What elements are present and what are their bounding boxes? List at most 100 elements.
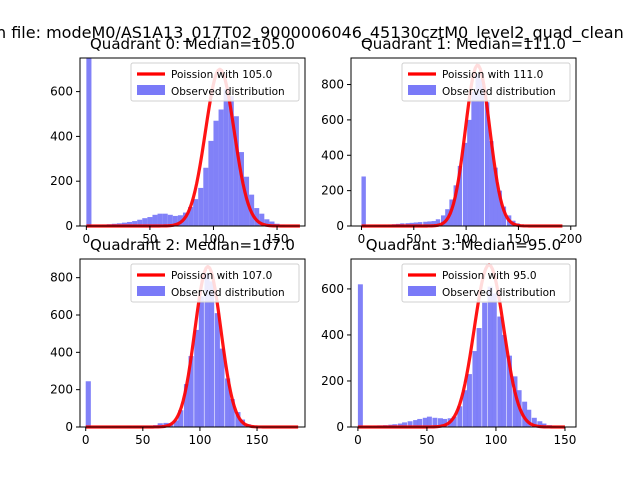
y-tick-label: 800 [321,78,344,92]
histogram-bar [435,219,441,226]
histogram-bar [512,376,518,427]
histogram-bar [453,185,458,226]
histogram-bar [172,215,178,226]
histogram-bar [228,96,234,226]
histogram-bar [417,418,423,427]
quadrant-2-panel: 0 50 100 150 0 200 400 600 800 Quadrant 2: Median… [50,236,306,447]
legend-box [401,263,571,303]
quadrant-title: Quadrant 0: Median=105.0 [90,35,295,53]
histogram-bar [467,119,472,226]
y-tick-label: 400 [50,129,73,143]
histogram-bar [259,213,265,226]
histogram-bar [178,410,184,427]
histogram-bar [397,423,403,427]
legend-hist-label: Observed distribution [442,86,556,98]
y-tick-label: 400 [321,328,344,342]
x-tick-label: 150 [507,232,530,246]
histogram-bar [219,348,225,427]
histogram-bar [218,109,224,226]
legend: Poission with 95.0 Observed distribution [401,263,571,303]
y-tick-label: 800 [50,271,73,285]
y-tick-label: 200 [50,383,73,397]
legend-hist-label: Observed distribution [442,287,556,299]
histogram-bar [132,221,138,226]
histogram-bar [203,167,209,226]
x-tick-label: 100 [188,433,211,447]
y-tick-label: 200 [321,374,344,388]
histogram-bar [264,219,270,226]
histogram-bar [407,421,413,427]
histogram-bar [413,222,419,226]
histogram-bar [537,421,543,427]
y-tick-label: 0 [65,420,73,434]
x-tick-label: 0 [82,433,90,447]
histogram-bar [127,221,133,226]
histogram-bar [204,273,210,427]
histogram-bar [476,328,482,427]
histogram-bar [85,381,91,427]
histogram-bar [193,199,199,226]
y-tick-label: 600 [50,308,73,322]
legend-hist-swatch [408,286,436,296]
x-tick-label: 50 [142,232,157,246]
histogram-bar [86,58,92,226]
histogram-bar [422,417,428,427]
histogram-bar [501,206,507,226]
y-tick-label: 0 [336,420,344,434]
y-tick-label: 600 [50,85,73,99]
y-tick-label: 400 [50,345,73,359]
legend-curve-label: Poission with 95.0 [442,270,537,282]
y-tick-label: 600 [321,113,344,127]
histogram-bar [491,293,497,427]
histogram-bar [167,214,173,226]
legend-hist-swatch [137,286,165,296]
histogram-bar [441,215,446,226]
x-tick-label: 150 [266,232,289,246]
histogram-bar [194,329,200,427]
legend-hist-label: Observed distribution [171,287,285,299]
legend-box [401,62,571,102]
legend: Poission with 105.0 Observed distribution [130,62,300,102]
histogram-bar [472,351,478,427]
histogram-bar [417,222,423,226]
histogram-bar [489,141,494,226]
axes-frame [79,57,306,227]
histogram-bar [223,89,229,226]
axes-frame [79,258,306,428]
histogram-bar [426,416,432,427]
legend-hist-label: Observed distribution [171,86,285,98]
x-tick-label: 50 [419,433,434,447]
legend-hist-swatch [137,85,165,95]
histogram-bar [121,222,128,226]
histogram-bar [506,355,512,427]
histogram-bar [402,422,408,427]
histogram-bar [137,219,143,226]
histogram-bar [471,91,476,226]
histogram-bar [437,418,443,427]
histogram-bar [493,167,498,226]
histogram-bar [484,102,490,226]
histogram-bar [479,79,485,226]
x-tick-label: 200 [559,232,582,246]
y-tick-label: 0 [336,219,344,233]
histogram-bar [173,420,179,427]
histogram-bar [269,221,275,226]
histogram-bar [432,417,438,427]
histogram-bar [501,334,507,427]
histogram-bar [361,176,366,226]
histogram-bar [497,316,503,427]
histogram-bar [233,116,239,226]
histogram-bar [462,390,468,427]
legend: Poission with 107.0 Observed distribution [130,263,300,303]
histogram-bar [162,213,168,226]
histogram-bar [238,152,244,226]
quadrant-title: Quadrant 1: Median=111.0 [361,35,566,53]
legend-curve-label: Poission with 105.0 [171,69,272,81]
histogram-bar [531,417,537,427]
legend-box [130,263,300,303]
histogram-bar [451,416,457,427]
x-tick-label: 150 [246,433,269,447]
histogram-bar [235,412,241,427]
histogram-bar [442,418,448,427]
